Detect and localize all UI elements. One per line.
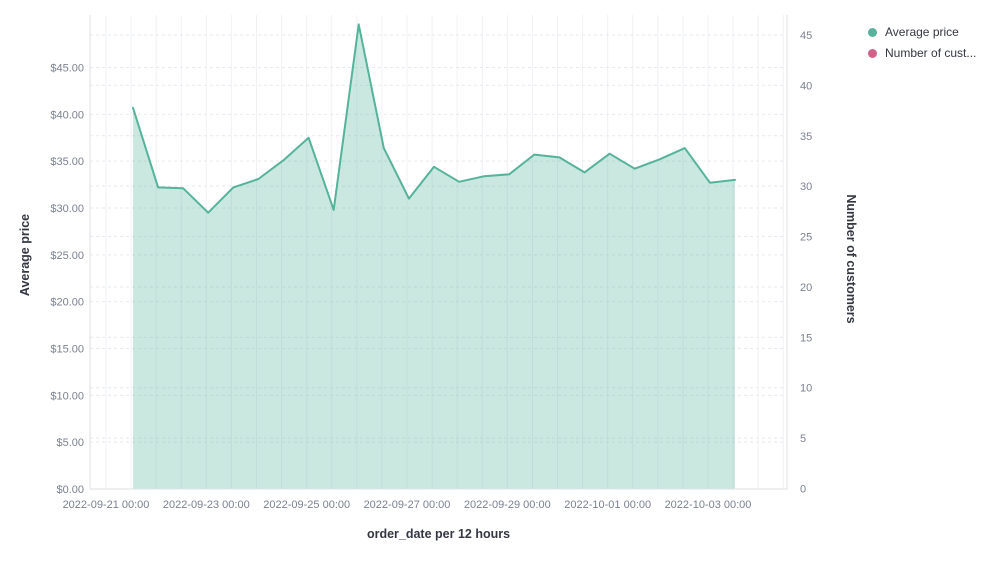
- y-left-tick-label: $45.00: [50, 63, 84, 75]
- x-tick-label: 2022-09-27 00:00: [364, 499, 451, 511]
- legend-item-average-price[interactable]: Average price: [868, 25, 976, 39]
- y-right-tick-label: 15: [800, 332, 812, 344]
- vertical-gridlines: [105, 15, 784, 489]
- y-left-tick-label: $0.00: [56, 484, 84, 496]
- y-right-tick-label: 0: [800, 484, 806, 496]
- horizontal-gridlines: [90, 34, 787, 443]
- legend-item-number-of-customers[interactable]: Number of cust...: [868, 46, 976, 60]
- y-right-tick-label: 10: [800, 383, 812, 395]
- y-left-tick-label: $25.00: [50, 250, 84, 262]
- y-right-tick-label: 45: [800, 30, 812, 42]
- y-right-tick-label: 25: [800, 232, 812, 244]
- y-left-tick-label: $5.00: [56, 437, 84, 449]
- y-right-tick-label: 40: [800, 80, 812, 92]
- y-left-tick-label: $20.00: [50, 297, 84, 309]
- x-tick-label: 2022-10-03 00:00: [665, 499, 752, 511]
- y-left-tick-label: $40.00: [50, 109, 84, 121]
- y-left-tick-label: $35.00: [50, 156, 84, 168]
- x-axis-ticks: 2022-09-21 00:00 2022-09-23 00:00 2022-09-…: [63, 499, 752, 511]
- legend-swatch-average-price-icon: [868, 27, 877, 37]
- x-axis-title: order_date per 12 hours: [366, 527, 511, 541]
- y-axis-title-left-text: Average price: [18, 213, 32, 297]
- y-right-tick-label: 35: [800, 131, 812, 143]
- y-right-tick-label: 5: [800, 433, 806, 445]
- line-series-average-price: [132, 23, 736, 214]
- y-axis-ticks-left: $0.00 $5.00 $10.00 $15.00 $20.00 $25.00 $30.00…: [50, 63, 84, 497]
- legend: Average price Number of cust...: [868, 25, 976, 60]
- legend-label-number-of-customers: Number of cust...: [885, 46, 977, 60]
- y-axis-ticks-right: 0 5 10 15 20 25 30 35 40 45: [800, 30, 812, 496]
- y-right-tick-label: 30: [800, 181, 812, 193]
- y-axis-title-right-text: Number of customers: [844, 194, 858, 324]
- x-tick-label: 2022-09-21 00:00: [63, 499, 150, 511]
- legend-swatch-number-of-customers-icon: [868, 48, 877, 58]
- axis-lines: [89, 15, 788, 490]
- y-left-tick-label: $10.00: [50, 390, 84, 402]
- y-right-tick-label: 20: [800, 282, 812, 294]
- y-left-tick-label: $30.00: [50, 203, 84, 215]
- x-tick-label: 2022-09-23 00:00: [163, 499, 250, 511]
- y-left-tick-label: $15.00: [50, 344, 84, 356]
- x-tick-label: 2022-09-25 00:00: [263, 499, 350, 511]
- x-tick-label: 2022-10-01 00:00: [564, 499, 651, 511]
- x-tick-label: 2022-09-29 00:00: [464, 499, 551, 511]
- area-series-average-price: [133, 24, 735, 490]
- legend-label-average-price: Average price: [885, 25, 959, 39]
